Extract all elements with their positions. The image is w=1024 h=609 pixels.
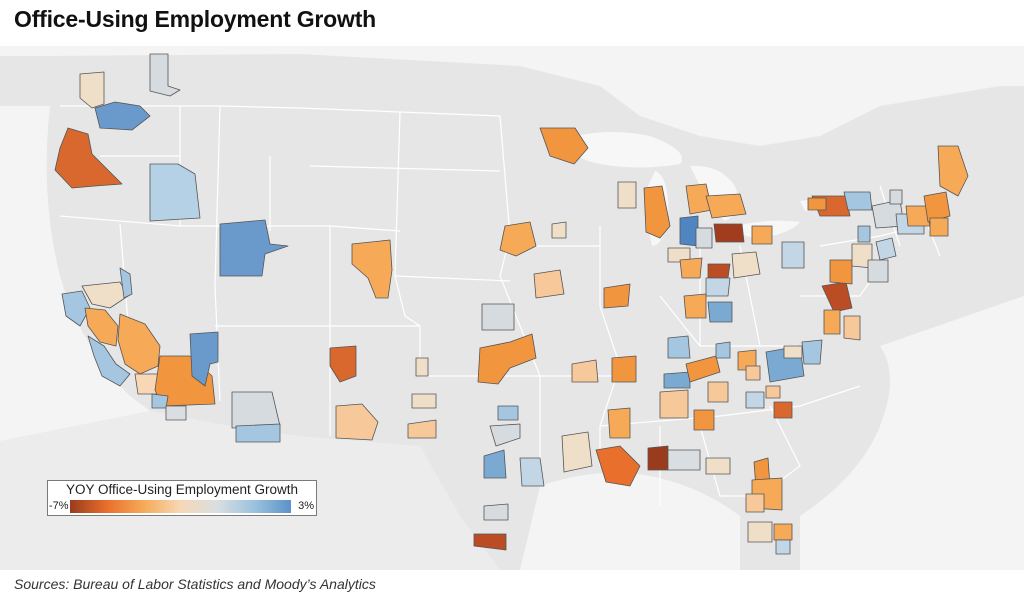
metro-region <box>561 431 593 473</box>
metro-region <box>667 335 691 359</box>
metro-region <box>707 263 731 279</box>
metro-region <box>683 293 707 319</box>
metro-region <box>477 333 537 385</box>
metro-region <box>539 127 589 165</box>
metro-region <box>329 345 357 383</box>
metro-region <box>843 315 861 341</box>
metro-region <box>54 127 123 189</box>
metro-region <box>607 407 631 439</box>
metro-region <box>765 385 781 399</box>
metro-region <box>87 335 131 387</box>
metro-region <box>747 521 773 543</box>
metro-region <box>407 419 437 439</box>
metro-region <box>81 281 129 309</box>
metro-region <box>685 355 721 383</box>
metro-region <box>595 445 641 487</box>
metro-region <box>617 181 637 209</box>
metro-region <box>335 403 379 441</box>
metro-region <box>679 215 699 247</box>
metro-region <box>165 405 187 421</box>
metro-region <box>643 185 671 239</box>
metro-region <box>705 193 747 219</box>
metro-region <box>571 359 599 383</box>
metro-region <box>611 355 637 383</box>
metro-region <box>807 197 827 211</box>
metro-region <box>84 307 119 347</box>
metro-regions <box>54 53 969 555</box>
legend-min-label: -7% <box>49 500 69 512</box>
metro-region <box>801 339 823 365</box>
metro-region <box>659 389 689 419</box>
metro-region <box>489 423 521 447</box>
metro-region <box>875 237 897 261</box>
metro-region <box>745 365 761 381</box>
metro-region <box>707 301 733 323</box>
metro-region <box>473 533 507 551</box>
metro-region <box>483 449 507 479</box>
metro-region <box>519 457 545 487</box>
metro-region <box>705 457 731 475</box>
metro-region <box>219 219 289 277</box>
metro-region <box>781 241 805 269</box>
metro-region <box>929 217 949 237</box>
metro-region <box>117 313 161 375</box>
metro-region <box>937 145 969 197</box>
metro-region <box>663 371 691 389</box>
metro-region <box>889 189 903 205</box>
metro-region <box>923 191 951 223</box>
metro-region <box>867 259 889 283</box>
metro-region <box>483 503 509 521</box>
metro-region <box>731 251 761 279</box>
metro-region <box>707 381 729 403</box>
metro-region <box>773 523 793 541</box>
metro-region <box>715 341 731 359</box>
metro-region <box>533 269 565 299</box>
metro-region <box>231 391 281 429</box>
color-legend: YOY Office-Using Employment Growth -7% 3… <box>47 480 317 516</box>
metro-region <box>745 493 765 513</box>
metro-region <box>667 449 701 471</box>
metro-region <box>695 227 713 249</box>
legend-title: YOY Office-Using Employment Growth <box>65 482 299 497</box>
us-metro-map <box>0 46 1024 570</box>
metro-region <box>499 221 537 257</box>
metro-region <box>551 221 567 239</box>
metro-region <box>857 225 871 243</box>
metro-region <box>79 71 105 109</box>
metro-region <box>745 391 765 409</box>
source-note: Sources: Bureau of Labor Statistics and … <box>14 576 376 592</box>
metro-region <box>481 303 515 331</box>
metro-region <box>843 191 873 211</box>
metro-region <box>351 239 393 299</box>
metro-region <box>823 309 841 335</box>
metro-region <box>705 277 731 297</box>
metro-region <box>821 281 853 313</box>
metro-region <box>415 357 429 377</box>
metro-region <box>679 257 703 279</box>
map-title: Office-Using Employment Growth <box>14 6 377 32</box>
legend-max-label: 3% <box>298 500 314 512</box>
metro-region <box>497 405 519 421</box>
metro-region <box>235 423 281 443</box>
metro-region <box>693 409 715 431</box>
metro-region <box>119 267 133 299</box>
metro-region <box>751 225 773 245</box>
metro-region <box>94 101 151 131</box>
legend-gradient <box>70 500 291 513</box>
metro-region <box>189 331 219 387</box>
metro-region <box>647 445 669 471</box>
metro-region <box>783 345 803 359</box>
metro-region <box>773 401 793 419</box>
metro-region <box>149 53 181 97</box>
metro-region <box>829 259 853 285</box>
metro-region <box>603 283 631 309</box>
metro-region <box>61 290 91 327</box>
metro-region <box>151 393 169 409</box>
metro-region <box>775 539 791 555</box>
metro-region <box>411 393 437 409</box>
metro-region <box>713 223 745 243</box>
metro-region <box>149 163 201 222</box>
